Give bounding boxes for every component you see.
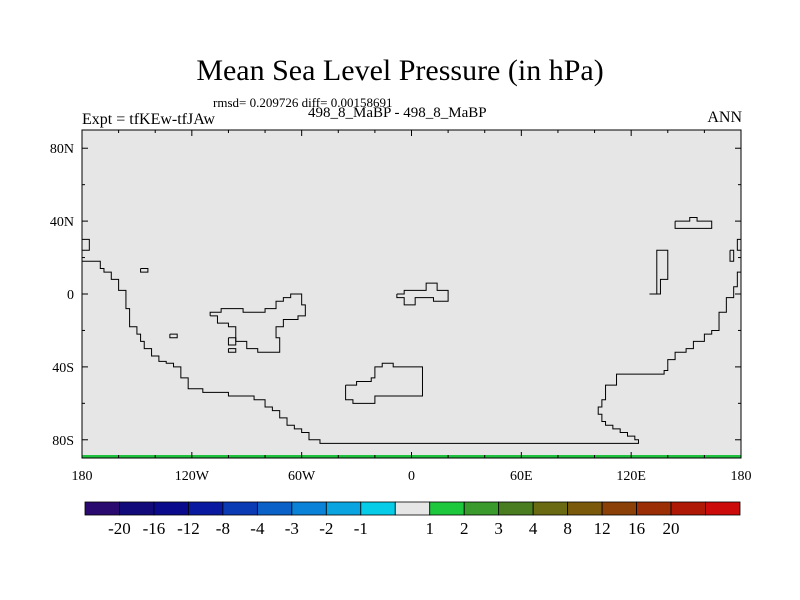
lon-tick-label: 0 — [408, 469, 415, 484]
lon-tick-label: 180 — [72, 469, 93, 484]
colorbar-label: -3 — [285, 519, 299, 538]
colorbar-label: 16 — [628, 519, 645, 538]
colorbar-label: 1 — [425, 519, 434, 538]
contour-north-coast — [82, 238, 90, 251]
colorbar-label: -1 — [354, 519, 368, 538]
lat-tick-label: 0 — [67, 288, 74, 303]
colorbar-swatch — [360, 501, 396, 516]
colorbar-label: 20 — [663, 519, 680, 538]
colorbar-swatch — [256, 501, 293, 516]
season-label: ANN — [707, 109, 742, 126]
colorbar-swatch — [532, 501, 569, 516]
lon-tick-label: 60W — [288, 469, 316, 484]
contour-south-islet — [169, 333, 178, 339]
colorbar-label: -8 — [216, 519, 230, 538]
lon-tick-label: 120E — [616, 469, 646, 484]
map-background — [82, 130, 741, 458]
contour-east-coast — [736, 238, 741, 251]
lat-tick-label: 80N — [50, 142, 74, 157]
colorbar-swatch — [84, 501, 120, 516]
colorbar-swatch — [670, 501, 706, 516]
colorbar-swatch — [291, 501, 327, 516]
contour-australia — [345, 362, 423, 404]
contour-asia-strip — [649, 249, 669, 295]
lon-tick-label: 60E — [510, 469, 533, 484]
colorbar-label: 3 — [494, 519, 503, 538]
case-label: 498_8_MaBP - 498_8_MaBP — [308, 105, 487, 121]
contour-west-islet — [140, 267, 149, 273]
colorbar-swatch — [222, 501, 258, 516]
colorbar-label: 12 — [594, 519, 611, 538]
contour-island-east — [396, 282, 449, 306]
colorbar-swatch — [498, 501, 534, 516]
map-title: Mean Sea Level Pressure (in hPa) — [196, 54, 604, 87]
colorbar-swatch — [636, 501, 672, 516]
rmsd-diff-stats: rmsd= 0.209726 diff= 0.00158691 — [213, 95, 393, 110]
colorbar-swatch — [394, 501, 431, 516]
colorbar-swatch — [429, 501, 465, 516]
colorbar-swatch — [463, 501, 500, 516]
contour-small-b — [227, 348, 237, 353]
colorbar-label: 4 — [529, 519, 538, 538]
colorbar-swatch — [153, 501, 189, 516]
lon-tick-label: 120W — [175, 469, 210, 484]
colorbar-swatch — [567, 501, 603, 516]
colorbar-label: 2 — [460, 519, 469, 538]
lon-tick-label: 180 — [731, 469, 752, 484]
contour-east-box — [729, 249, 735, 262]
contour-small-a — [227, 337, 237, 346]
colorbar-swatch — [705, 501, 741, 516]
lat-tick-label: 80S — [52, 434, 74, 449]
colorbar-label: -4 — [250, 519, 265, 538]
contour-americas — [82, 260, 742, 444]
contour-arctic-island — [674, 216, 713, 229]
colorbar-swatch — [119, 501, 155, 516]
colorbar-swatch — [325, 501, 362, 516]
colorbar-label: 8 — [563, 519, 572, 538]
lat-tick-label: 40N — [50, 215, 74, 230]
experiment-label: Expt = tfKEw-tfJAw — [82, 111, 215, 128]
colorbar-label: -16 — [143, 519, 166, 538]
contour-africa — [209, 293, 306, 353]
lat-tick-label: 40S — [52, 361, 74, 376]
colorbar-label: -2 — [319, 519, 333, 538]
colorbar-swatch — [601, 501, 637, 516]
colorbar-label: -12 — [177, 519, 200, 538]
colorbar-label: -20 — [108, 519, 131, 538]
colorbar-swatch — [188, 501, 224, 516]
